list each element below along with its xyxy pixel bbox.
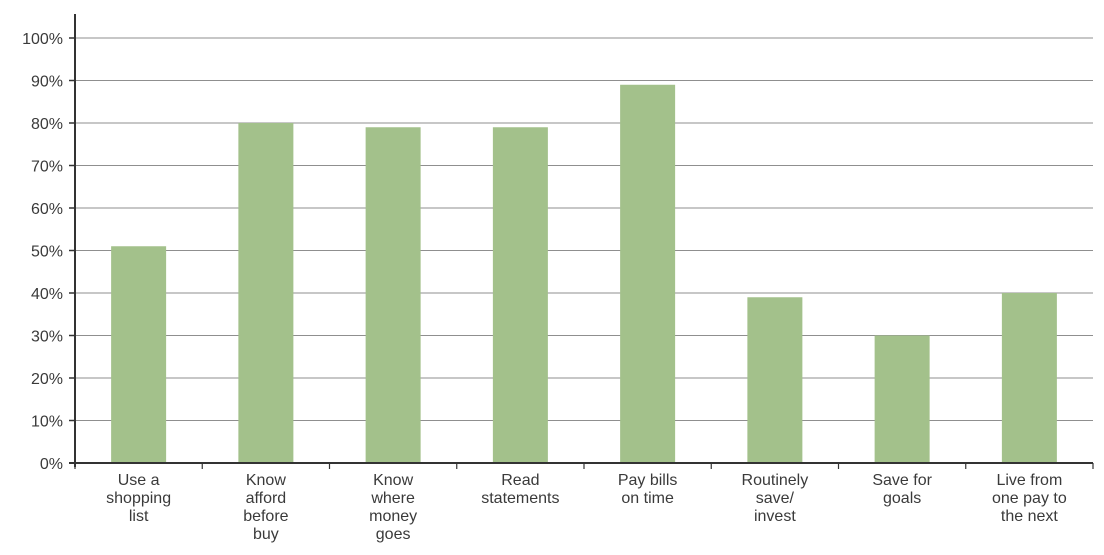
x-category-label-line: before — [243, 508, 288, 525]
x-category-label-line: buy — [253, 526, 279, 543]
x-category-label: Routinely save/invest — [742, 472, 809, 525]
y-tick-label: 50% — [31, 244, 63, 261]
x-category-label-line: Know — [373, 472, 413, 489]
x-category-label-line: statements — [481, 490, 559, 507]
bar — [492, 127, 548, 463]
x-category-label-line: invest — [754, 508, 796, 525]
x-category-label-line: Save for — [872, 472, 932, 489]
x-category-label: Use a shopping list — [106, 472, 171, 525]
x-category-label-line: Read — [501, 472, 539, 489]
y-tick-label: 100% — [22, 31, 63, 48]
bar — [747, 297, 803, 463]
y-tick-label: 30% — [31, 329, 63, 346]
x-category-label-line: Use a — [118, 472, 160, 489]
x-category-label-line: Pay bills — [618, 472, 678, 489]
y-tick-label: 0% — [40, 456, 63, 473]
x-category-label-line: where — [370, 490, 415, 507]
gridlines — [75, 37, 1093, 421]
x-category-label-line: Routinely — [742, 472, 809, 489]
x-category-label-line: one pay to — [992, 490, 1067, 507]
x-category-label-line: money — [369, 508, 417, 525]
x-category-label-line: Know — [246, 472, 286, 489]
x-category-label: Read statements — [481, 472, 559, 507]
x-category-label: Know where money goes — [369, 472, 417, 543]
bar — [365, 127, 421, 463]
x-category-label-line: shopping — [106, 490, 171, 507]
x-category-label-line: goes — [376, 526, 411, 543]
y-tick-label: 60% — [31, 201, 63, 218]
bar — [1001, 293, 1057, 463]
x-category-label-line: Live from — [996, 472, 1062, 489]
x-category-label: Live from one pay to the next — [992, 472, 1067, 525]
y-tick-label: 90% — [31, 74, 63, 91]
y-tick-label: 10% — [31, 414, 63, 431]
y-tick-label: 40% — [31, 286, 63, 303]
bar — [111, 246, 167, 463]
bar — [238, 123, 294, 463]
x-category-label-line: list — [129, 508, 149, 525]
bars — [111, 84, 1057, 463]
x-category-label: Know afford before buy — [243, 472, 288, 543]
x-category-label-line: afford — [246, 490, 287, 507]
x-category-label-line: save/ — [756, 490, 795, 507]
x-category-label-line: on time — [621, 490, 674, 507]
x-category-label: Save for goals — [872, 472, 932, 507]
y-tick-label: 80% — [31, 116, 63, 133]
x-category-label-line: goals — [883, 490, 921, 507]
y-tick-label: 70% — [31, 159, 63, 176]
axes — [69, 14, 1094, 469]
x-category-label-line: the next — [1001, 508, 1058, 525]
bar — [620, 84, 676, 463]
y-tick-label: 20% — [31, 371, 63, 388]
y-axis-tick-labels: 0% 10% 20% 30% 40% 50% 60% 70% 80% 90% 100% — [22, 31, 63, 473]
bar — [874, 335, 930, 463]
x-category-label: Pay bills on time — [618, 472, 678, 507]
